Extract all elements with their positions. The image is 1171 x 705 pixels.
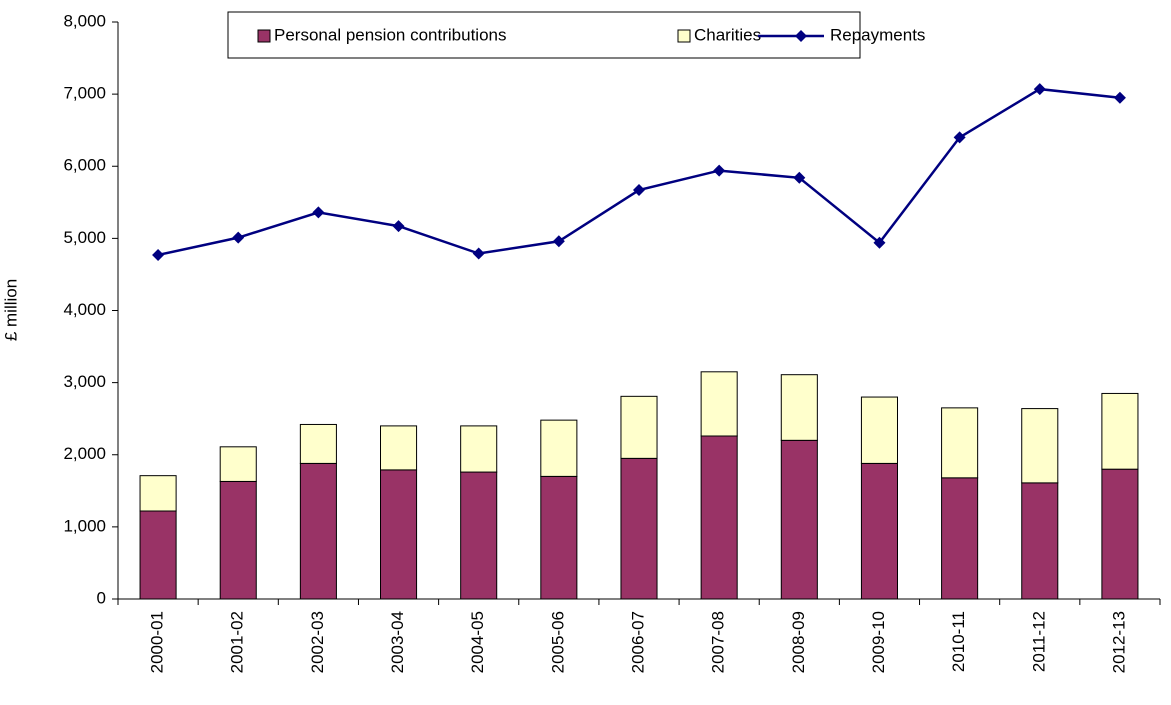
marker bbox=[552, 235, 565, 248]
bar-segment bbox=[380, 469, 418, 600]
marker bbox=[873, 236, 886, 249]
legend-swatch bbox=[677, 29, 691, 43]
y-tick-label: 1,000 bbox=[63, 516, 106, 535]
x-tick-label: 2010-11 bbox=[949, 611, 968, 672]
bar-segment bbox=[941, 477, 979, 600]
bar-segment bbox=[540, 475, 578, 600]
bar-segment bbox=[780, 374, 818, 441]
y-tick-label: 5,000 bbox=[63, 228, 106, 247]
x-tick-label: 2009-10 bbox=[869, 611, 888, 673]
line bbox=[157, 87, 1121, 257]
bar-segment bbox=[139, 510, 177, 600]
bar-segment bbox=[380, 425, 418, 471]
bar-segment bbox=[620, 395, 658, 459]
marker bbox=[633, 184, 645, 197]
x-tick-label: 2008-09 bbox=[789, 611, 808, 673]
legend-label: Personal pension contributions bbox=[274, 25, 506, 44]
bar-segment bbox=[700, 371, 738, 437]
bar-segment bbox=[860, 462, 898, 600]
x-tick-label: 2003-04 bbox=[388, 611, 407, 673]
y-tick-label: 3,000 bbox=[63, 372, 106, 391]
bar-segment bbox=[299, 423, 337, 464]
y-tick-label: 0 bbox=[97, 588, 106, 607]
bar-segment bbox=[1021, 408, 1059, 484]
x-tick-label: 2005-06 bbox=[548, 611, 567, 673]
x-tick-label: 2001-02 bbox=[228, 611, 247, 673]
legend-marker bbox=[795, 30, 807, 42]
bar-segment bbox=[1101, 392, 1139, 470]
bar-segment bbox=[540, 419, 578, 477]
y-tick-label: 7,000 bbox=[63, 84, 106, 103]
y-tick-label: 8,000 bbox=[63, 11, 106, 30]
x-tick-label: 2011-12 bbox=[1029, 611, 1048, 672]
y-tick-label: 4,000 bbox=[63, 300, 106, 319]
marker bbox=[1113, 91, 1126, 104]
bar-segment bbox=[780, 439, 818, 600]
legend-label: Charities bbox=[694, 25, 761, 44]
marker bbox=[152, 248, 165, 261]
marker bbox=[312, 206, 325, 219]
bar-segment bbox=[460, 471, 498, 600]
x-tick-label: 2000-01 bbox=[148, 611, 167, 673]
marker bbox=[1033, 83, 1046, 96]
marker bbox=[953, 131, 966, 144]
x-tick-label: 2004-05 bbox=[468, 611, 487, 673]
bar-segment bbox=[700, 435, 738, 600]
bar-segment bbox=[219, 446, 257, 482]
marker bbox=[713, 164, 726, 177]
y-axis-label: £ million bbox=[1, 279, 20, 341]
marker bbox=[232, 231, 245, 244]
legend-swatch bbox=[257, 29, 271, 43]
bar-segment bbox=[139, 475, 177, 512]
marker bbox=[793, 171, 806, 184]
bar-segment bbox=[941, 407, 979, 479]
y-tick-label: 6,000 bbox=[63, 156, 106, 175]
x-tick-label: 2002-03 bbox=[308, 611, 327, 673]
bar-segment bbox=[219, 480, 257, 600]
marker bbox=[472, 247, 485, 260]
legend-box bbox=[227, 11, 861, 59]
x-tick-label: 2007-08 bbox=[709, 611, 728, 673]
marker bbox=[392, 220, 405, 233]
bar-segment bbox=[620, 457, 658, 600]
legend-label: Repayments bbox=[830, 25, 925, 44]
x-tick-label: 2006-07 bbox=[628, 611, 647, 673]
y-tick-label: 2,000 bbox=[63, 444, 106, 463]
bar-segment bbox=[1101, 468, 1139, 600]
bar-segment bbox=[299, 462, 337, 600]
bar-segment bbox=[1021, 482, 1059, 600]
bar-segment bbox=[860, 396, 898, 464]
bar-segment bbox=[460, 425, 498, 473]
x-tick-label: 2012-13 bbox=[1109, 611, 1128, 673]
